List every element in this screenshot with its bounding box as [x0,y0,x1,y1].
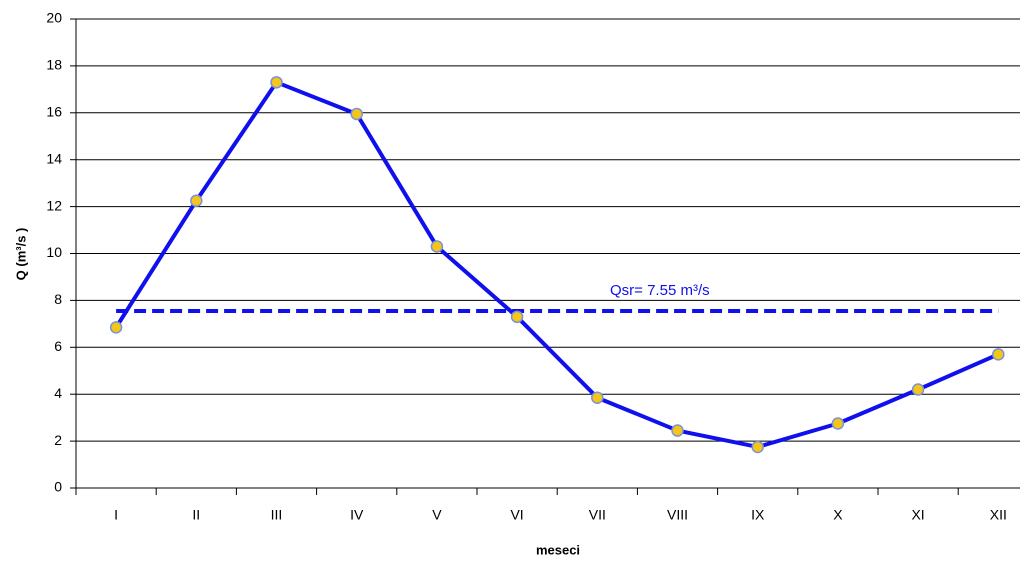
data-line [114,80,1000,449]
reference-label: Qsr= 7.55 m³/s [610,282,710,299]
x-tick-label: IX [751,507,765,523]
y-tick-label: 10 [46,244,62,260]
x-tick-label: VII [589,507,606,523]
data-point [350,107,363,121]
x-tick-label: IV [350,507,364,523]
data-point [510,310,524,324]
data-point [190,194,203,207]
x-tick-label: X [833,507,843,523]
y-tick-label: 0 [54,479,62,495]
x-tick-label: XII [990,507,1007,523]
y-tick-label: 6 [54,338,62,354]
y-tick-label: 4 [54,385,62,401]
data-point [270,76,283,89]
y-tick-label: 8 [54,291,62,307]
data-point [911,383,925,396]
y-tick-label: 18 [46,57,62,73]
data-point [109,321,123,334]
x-tick-label: I [114,507,118,523]
x-tick-label: VI [510,507,523,523]
data-point [430,240,444,253]
x-tick-label: VIII [667,507,688,523]
y-tick-label: 14 [46,150,62,166]
y-tick-label: 12 [46,197,62,213]
data-point [992,348,1005,361]
x-tick-label: III [271,507,283,523]
y-tick-label: 2 [54,432,62,448]
data-point [831,417,845,430]
y-tick-label: 16 [46,104,62,120]
x-tick-label: II [192,507,200,523]
y-tick-label: 20 [46,10,62,26]
y-axis-label: Q (m³/s ) [13,228,28,281]
x-tick-label: XI [911,507,924,523]
data-point [671,424,684,437]
data-point [591,391,604,404]
x-tick-label: V [432,507,442,523]
x-axis-label: meseci [536,542,580,557]
data-point [751,440,764,454]
